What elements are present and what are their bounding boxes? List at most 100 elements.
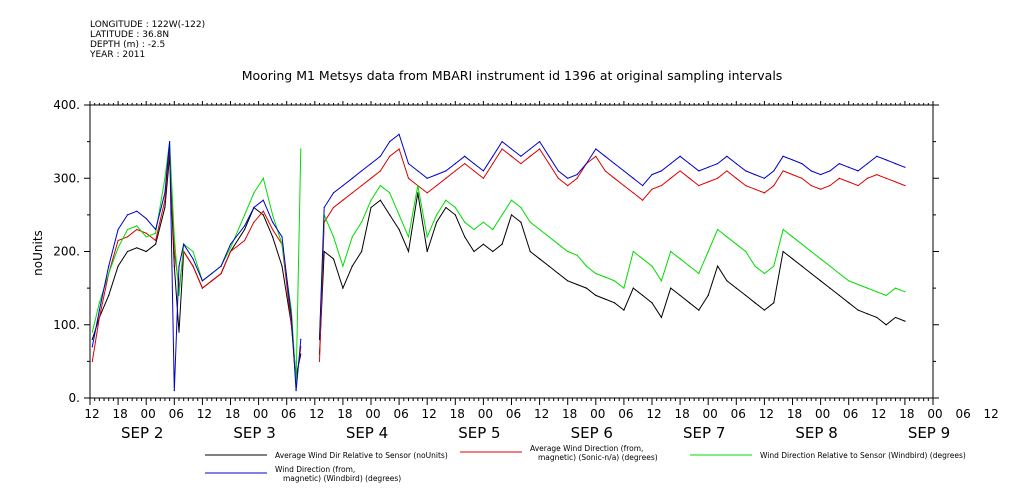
series-0-point	[529, 250, 531, 253]
series-0-point	[679, 294, 681, 297]
series-2-point	[866, 287, 869, 289]
series-1-point	[698, 184, 700, 187]
series-1-point	[361, 184, 363, 187]
series-1-point	[651, 188, 653, 190]
series-3-point	[417, 170, 419, 172]
series-3-point	[154, 228, 157, 231]
series-1-point	[332, 206, 335, 209]
series-0-point	[407, 250, 410, 253]
series-0-point	[361, 250, 363, 253]
series-0-point	[548, 265, 550, 267]
x-tick-label: 18	[112, 407, 127, 421]
series-2-point	[585, 265, 588, 267]
series-0-point	[698, 309, 700, 311]
x-tick-label: 00	[927, 407, 942, 421]
series-2-point	[126, 228, 129, 231]
series-0-point	[501, 243, 503, 245]
series-3-point	[773, 170, 775, 172]
series-3-point	[117, 228, 119, 231]
series-1-point	[539, 148, 541, 150]
series-0-point	[763, 309, 766, 311]
series-1-point	[763, 192, 766, 194]
series-2-point	[904, 291, 906, 293]
series-0-point	[154, 243, 157, 245]
series-3-point	[698, 170, 700, 172]
series-1-point	[642, 199, 644, 201]
series-0-point	[848, 302, 850, 304]
series-2-point	[595, 272, 597, 275]
legend-entry-label: Average Wind Dir Relative to Sensor (noU…	[275, 451, 448, 460]
x-tick-label: 00	[590, 407, 605, 421]
series-3-point	[707, 166, 709, 168]
series-3-point	[164, 192, 166, 194]
x-tick-label: 18	[337, 407, 352, 421]
series-1-point	[262, 210, 264, 212]
series-1-point	[632, 192, 634, 194]
series-0-point	[417, 192, 419, 194]
series-2-point	[567, 250, 569, 253]
series-1-point	[145, 232, 147, 234]
x-tick-label: 12	[422, 407, 437, 421]
series-0-point	[642, 294, 644, 297]
series-0-point	[876, 316, 878, 319]
series-3-point	[262, 199, 264, 201]
series-2-point	[726, 236, 728, 238]
series-2-point	[98, 302, 100, 304]
series-0-point	[585, 287, 588, 289]
series-0-point	[398, 228, 400, 231]
series-2-point	[763, 272, 766, 275]
series-3-point	[632, 177, 634, 179]
x-day-label: SEP 7	[683, 424, 725, 442]
series-0-point	[272, 236, 274, 238]
series-2-point	[262, 177, 264, 179]
series-1-point	[154, 239, 157, 242]
x-tick-label: 06	[506, 407, 521, 421]
series-3-point	[445, 170, 447, 172]
series-1-point	[117, 239, 119, 242]
series-0-point	[332, 258, 335, 260]
x-tick-label: 12	[646, 407, 661, 421]
series-3-point	[567, 177, 569, 179]
series-2-point	[332, 236, 335, 238]
series-1-point	[904, 184, 906, 187]
series-2-point	[707, 250, 709, 253]
series-3-point	[801, 163, 803, 165]
series-3-point	[763, 177, 766, 179]
series-1-point	[529, 155, 531, 157]
series-3-point	[389, 141, 391, 143]
series-2-point	[361, 221, 363, 223]
series-3-point	[688, 163, 691, 165]
series-3-point	[820, 173, 822, 176]
series-1-point	[801, 177, 803, 179]
series-2-point	[473, 228, 475, 231]
series-3-point	[876, 155, 878, 157]
series-2-point	[623, 287, 625, 289]
series-2-point	[820, 258, 822, 260]
series-1-point	[379, 170, 381, 172]
series-1-point	[351, 192, 353, 194]
series-line-0	[91, 156, 906, 377]
series-1-point	[876, 173, 878, 176]
series-2-point	[557, 243, 559, 245]
series-3-point	[454, 163, 456, 165]
series-1-point	[398, 148, 400, 150]
series-1-point	[98, 316, 100, 319]
series-0-point	[262, 214, 264, 216]
series-2-point	[108, 272, 110, 275]
series-3-point	[885, 159, 887, 161]
x-tick-label: 18	[562, 407, 577, 421]
series-2-point	[407, 236, 410, 238]
series-2-point	[281, 243, 283, 245]
series-0-point	[576, 283, 578, 286]
x-tick-label: 18	[674, 407, 689, 421]
series-1-point	[848, 181, 850, 183]
series-1-point	[838, 177, 840, 179]
series-2-point	[445, 199, 447, 201]
series-1-point	[726, 170, 728, 172]
series-2-point	[300, 148, 302, 150]
x-tick-label: 18	[450, 407, 465, 421]
series-1-point	[660, 184, 662, 187]
series-1-point	[782, 170, 784, 172]
series-0-point	[464, 236, 466, 238]
